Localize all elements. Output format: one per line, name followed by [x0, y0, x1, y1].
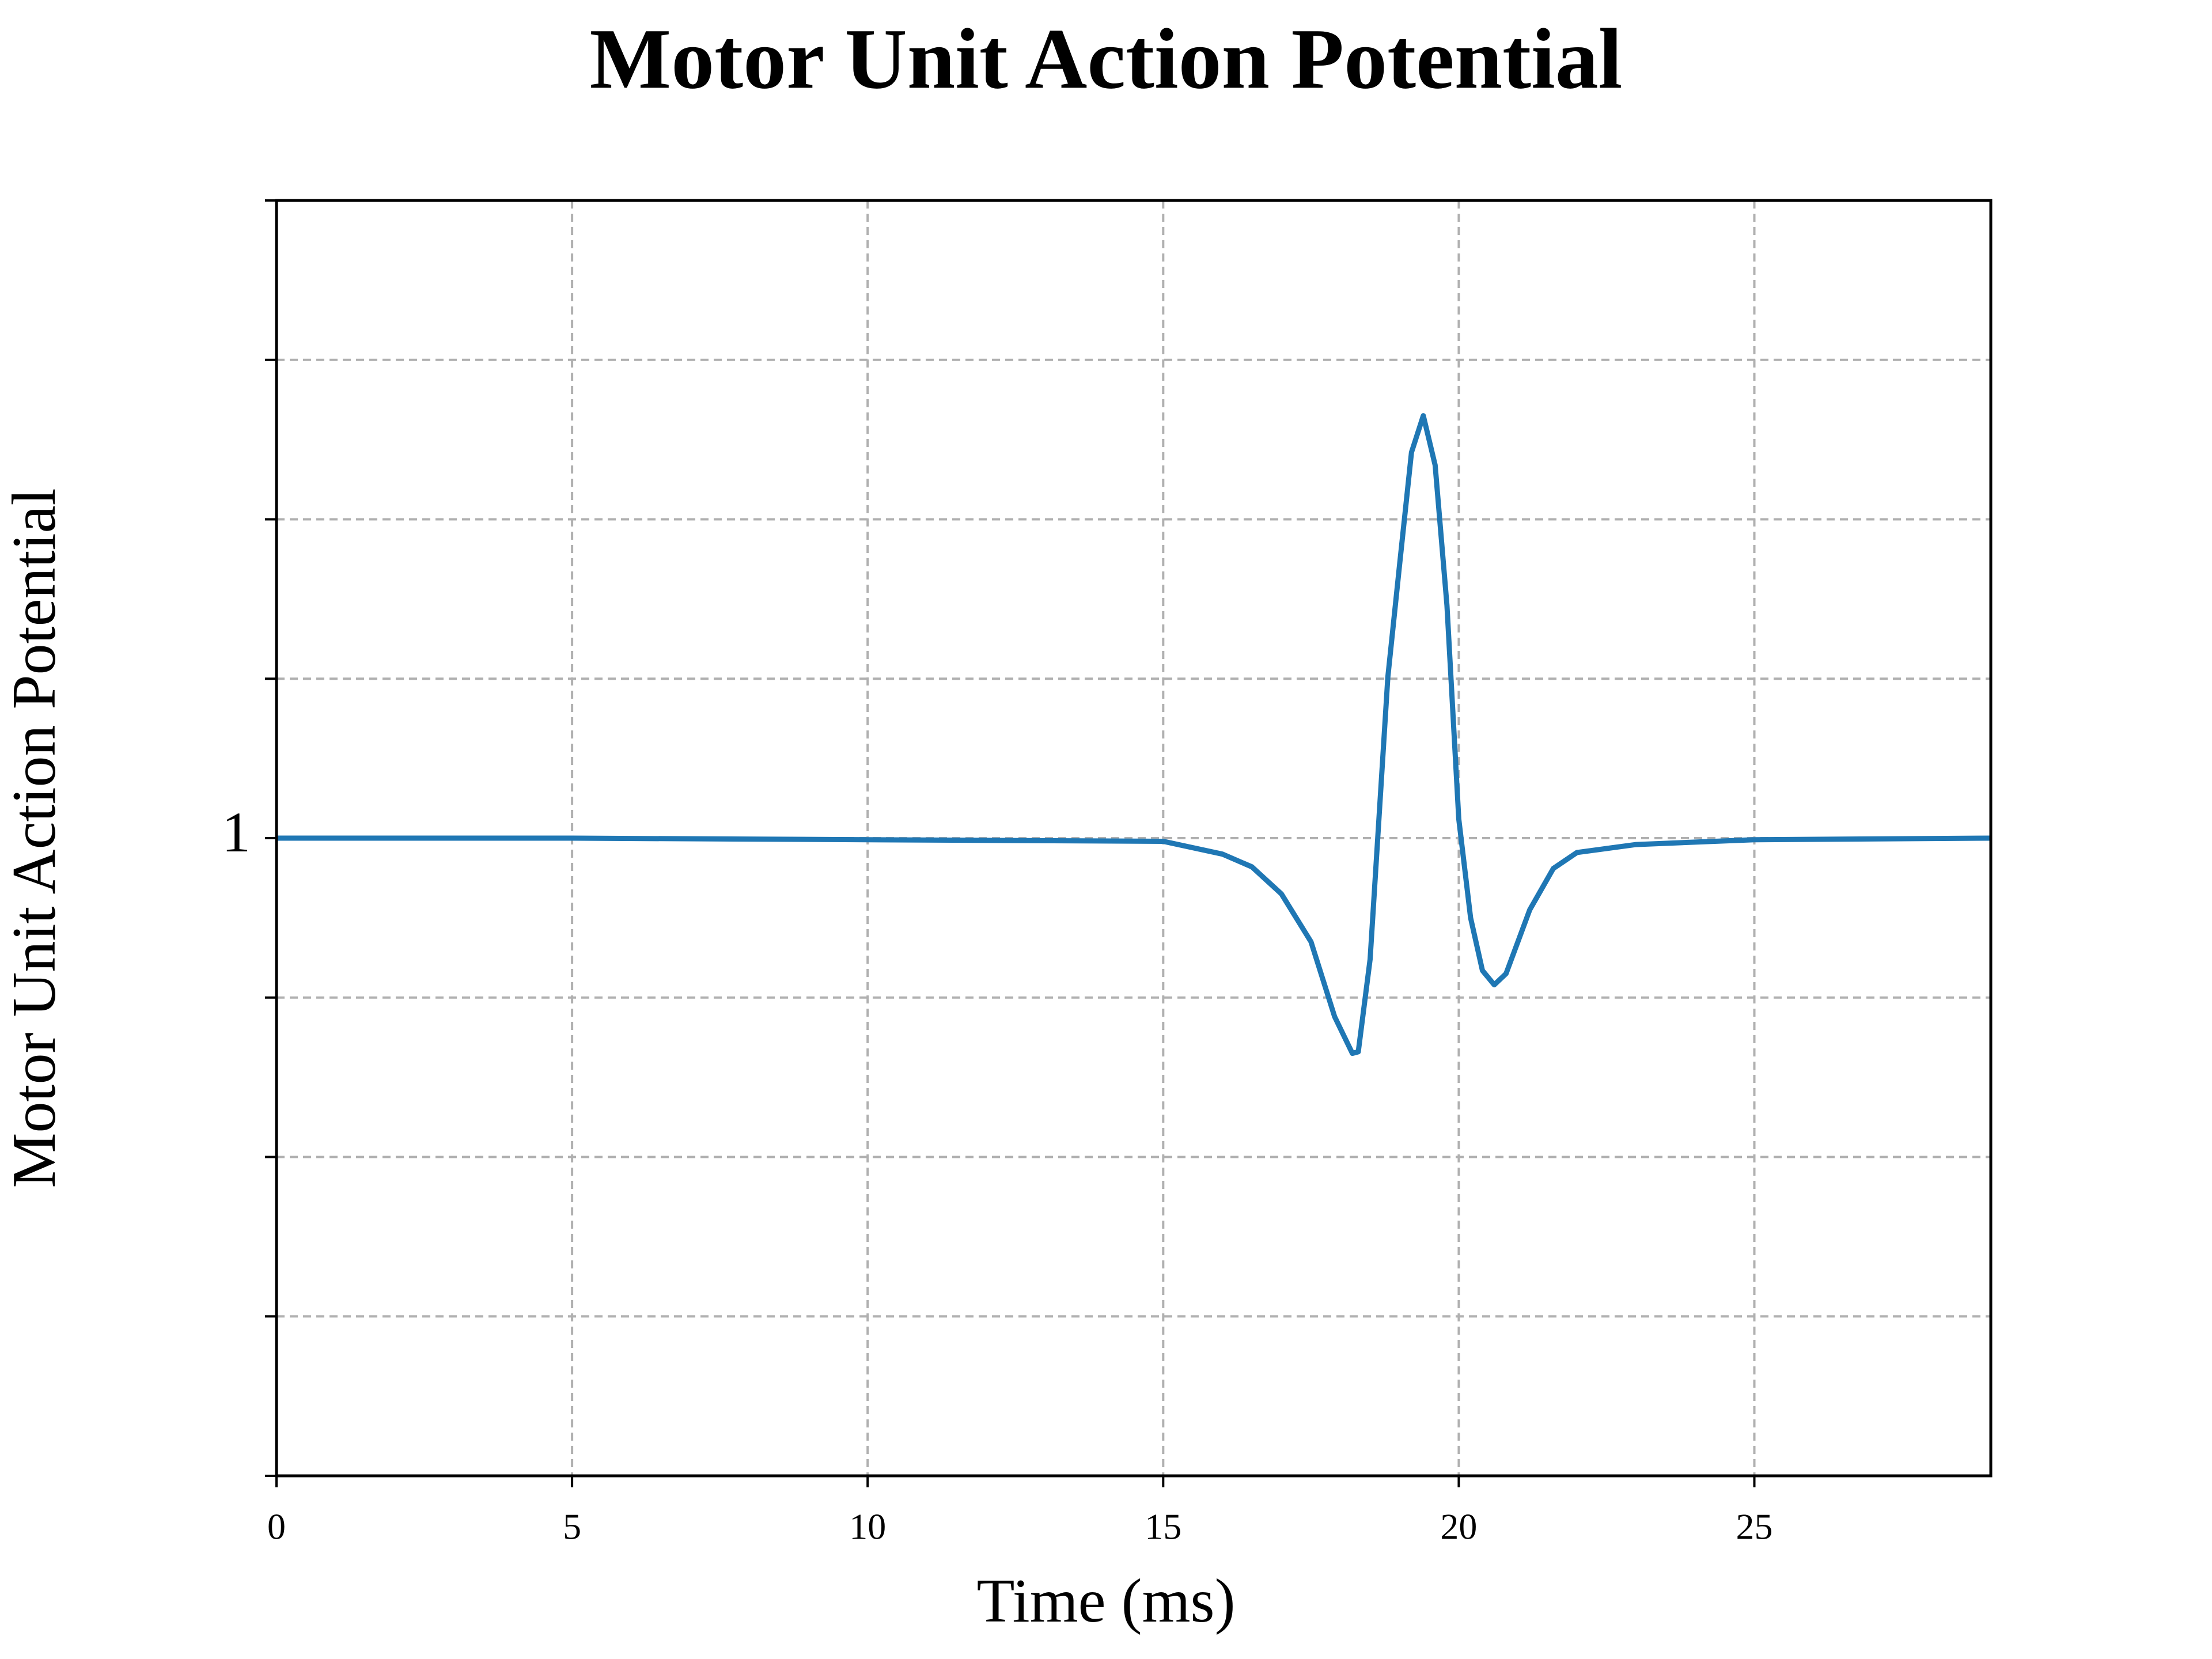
x-tick-label: 15 [1145, 1506, 1181, 1547]
x-tick-label: 5 [563, 1506, 581, 1547]
x-axis-label: Time (ms) [976, 1567, 1235, 1635]
x-tick-label: 10 [849, 1506, 886, 1547]
data-line [276, 413, 1991, 1056]
y-tick-label: 1 [222, 800, 251, 864]
x-tick-label: 0 [267, 1506, 286, 1547]
y-axis-label: Motor Unit Action Potential [0, 488, 69, 1188]
x-tick-label: 20 [1440, 1506, 1477, 1547]
x-tick-label: 25 [1736, 1506, 1773, 1547]
chart-title: Motor Unit Action Potential [590, 11, 1623, 107]
plot-frame [275, 199, 1993, 1478]
